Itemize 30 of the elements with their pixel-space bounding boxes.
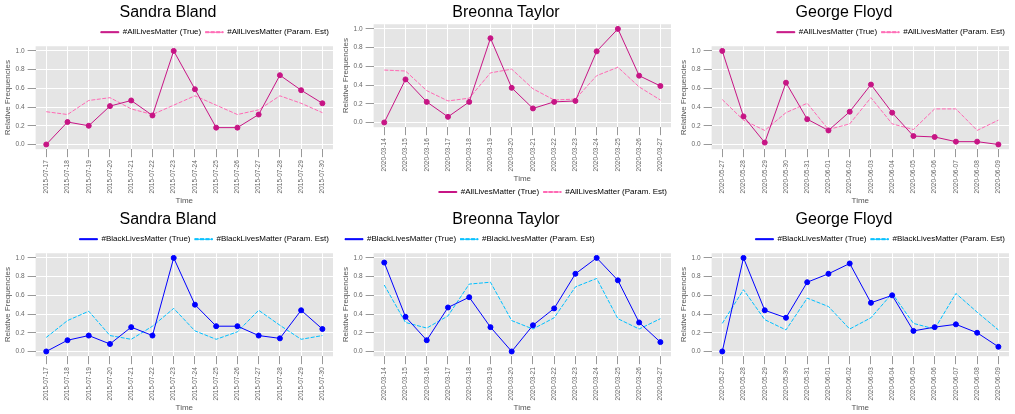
chart-title: George Floyd (795, 3, 893, 21)
legend-label: #AllLivesMatter (Param. Est) (565, 187, 668, 197)
x-axis-title: Time (175, 403, 194, 413)
y-axis-title: Relative Frequencies (341, 38, 350, 114)
legend-label: #AllLivesMatter (Param. Est) (903, 27, 1006, 37)
legend-label: #AllLivesMatter (True) (798, 27, 878, 37)
legend-label: #BlackLivesMatter (Param. Est) (216, 234, 330, 244)
legend-label: #AllLivesMatter (Param. Est) (227, 27, 330, 37)
x-axis-title: Time (513, 174, 532, 184)
legend-label: #AllLivesMatter (True) (122, 27, 202, 37)
x-axis-title: Time (513, 403, 532, 413)
legend-label: #AllLivesMatter (True) (460, 187, 540, 197)
chart-title: Sandra Bland (119, 210, 217, 228)
y-axis-title: Relative Frequencies (3, 267, 12, 343)
y-axis-title: Relative Frequencies (679, 267, 688, 343)
chart-title: Sandra Bland (119, 3, 217, 21)
chart-title: Breonna Taylor (452, 3, 561, 21)
y-axis-title: Relative Frequencies (341, 267, 350, 343)
legend-label: #BlackLivesMatter (True) (367, 234, 457, 244)
x-axis-title: Time (851, 403, 870, 413)
legend-label: #BlackLivesMatter (Param. Est) (892, 234, 1006, 244)
legend-label: #BlackLivesMatter (Param. Est) (482, 234, 595, 244)
y-axis-title: Relative Frequencies (3, 60, 12, 136)
x-axis-title: Time (175, 196, 194, 206)
legend-label: #BlackLivesMatter (True) (777, 234, 867, 244)
y-axis-title: Relative Frequencies (679, 60, 688, 136)
legend-label: #BlackLivesMatter (True) (101, 234, 191, 244)
x-axis-title: Time (851, 196, 870, 206)
chart-title: Breonna Taylor (452, 210, 561, 228)
chart-title: George Floyd (795, 210, 893, 228)
